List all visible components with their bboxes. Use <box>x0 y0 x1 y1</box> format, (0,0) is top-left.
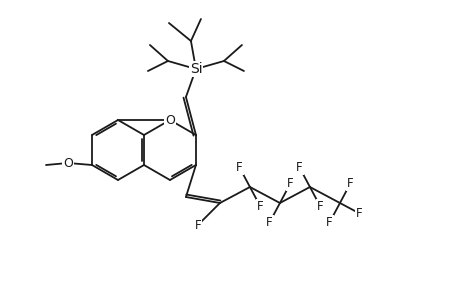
Text: F: F <box>257 200 263 213</box>
Text: F: F <box>194 218 201 232</box>
Text: O: O <box>165 113 174 127</box>
Text: F: F <box>286 177 293 190</box>
Text: F: F <box>266 216 272 229</box>
Text: F: F <box>316 200 323 213</box>
Text: F: F <box>346 177 353 190</box>
Text: F: F <box>355 207 362 220</box>
Text: F: F <box>236 161 242 174</box>
Text: F: F <box>325 216 332 229</box>
Text: O: O <box>63 157 73 169</box>
Text: Si: Si <box>189 62 202 76</box>
Text: F: F <box>296 161 302 174</box>
